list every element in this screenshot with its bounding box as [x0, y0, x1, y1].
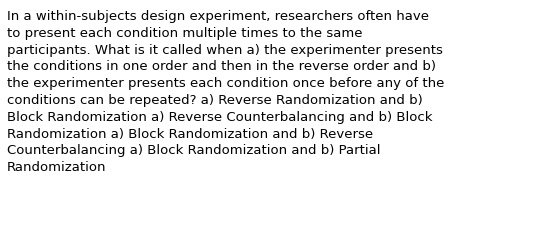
Text: In a within-subjects design experiment, researchers often have
to present each c: In a within-subjects design experiment, … [7, 10, 444, 173]
